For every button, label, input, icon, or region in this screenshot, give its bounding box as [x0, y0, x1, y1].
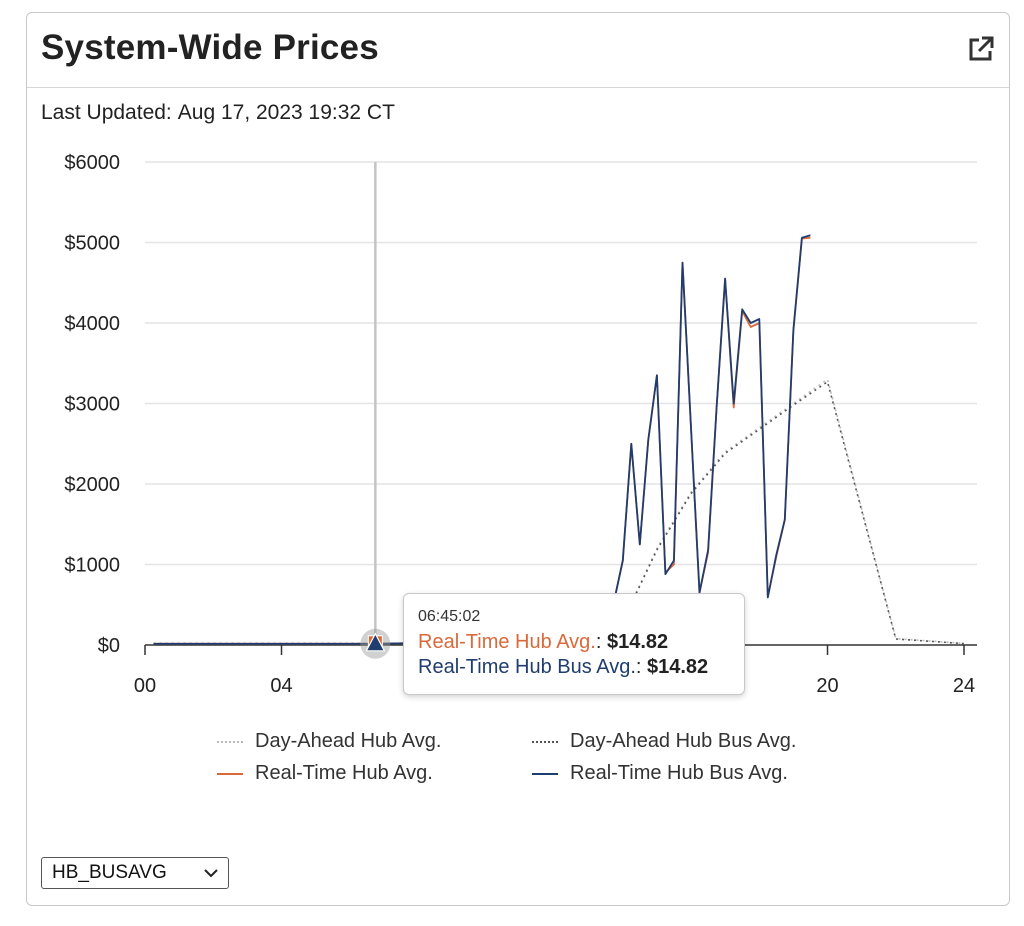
last-updated-label: Last Updated: — [41, 101, 172, 124]
legend-swatch — [217, 772, 243, 775]
legend-label: Day-Ahead Hub Bus Avg. — [570, 730, 797, 752]
y-tick-label: $1000 — [64, 555, 120, 577]
y-tick-label: $4000 — [64, 313, 120, 335]
tooltip-row-rt-hub: Real-Time Hub Avg.: $14.82 — [418, 631, 669, 653]
legend-item[interactable]: Real-Time Hub Avg. — [217, 762, 433, 785]
y-tick-label: $6000 — [64, 152, 120, 174]
y-tick-label: $2000 — [64, 474, 120, 496]
tooltip-series-value: $14.82 — [606, 631, 669, 653]
legend-swatch — [532, 740, 558, 743]
external-link-icon[interactable] — [967, 35, 995, 63]
chart-tooltip: 06:45:02 Real-Time Hub Avg.: $14.82 Real… — [403, 593, 745, 695]
tooltip-series-value: $14.82 — [647, 656, 709, 678]
legend-swatch — [532, 772, 558, 775]
legend-item[interactable]: Real-Time Hub Bus Avg. — [532, 762, 788, 785]
y-tick-label: $3000 — [64, 394, 120, 416]
x-tick-label: 00 — [134, 675, 156, 697]
hover-marker-rt-hub-bus — [365, 632, 386, 652]
tooltip-time: 06:45:02 — [418, 608, 481, 625]
hub-select[interactable]: HB_BUSAVG — [41, 857, 229, 889]
last-updated-value: Aug 17, 2023 19:32 CT — [177, 101, 395, 124]
hub-select-value: HB_BUSAVG — [52, 862, 167, 883]
price-chart: $0 $1000 $2000 $3000 $4000 $5000 $6000 00 04 20 24 — [64, 152, 977, 697]
card-header: System-Wide Prices — [27, 13, 1009, 88]
series-line-2 — [153, 236, 811, 645]
legend-label: Day-Ahead Hub Avg. — [255, 730, 442, 752]
last-updated: Last Updated: Aug 17, 2023 19:32 CT — [41, 101, 395, 125]
legend-item[interactable]: Day-Ahead Hub Bus Avg. — [532, 730, 796, 753]
legend-label: Real-Time Hub Avg. — [255, 762, 433, 784]
x-tick-label: 04 — [270, 675, 292, 697]
legend-item[interactable]: Day-Ahead Hub Avg. — [217, 730, 441, 753]
chevron-down-icon — [204, 868, 218, 877]
legend-swatch — [217, 740, 243, 743]
x-tick-label: 20 — [816, 675, 838, 697]
page-title: System-Wide Prices — [41, 28, 379, 67]
system-wide-prices-card: System-Wide Prices Last Updated: Aug 17, … — [26, 12, 1010, 906]
tooltip-series-name: Real-Time Hub Avg. — [418, 631, 596, 653]
y-tick-label: $5000 — [64, 233, 120, 255]
x-tick-label: 24 — [953, 675, 975, 697]
series-line-3 — [153, 234, 811, 645]
y-tick-label: $0 — [98, 635, 120, 657]
tooltip-row-rt-hub-bus: Real-Time Hub Bus Avg.: $14.82 — [418, 656, 709, 678]
tooltip-series-name: Real-Time Hub Bus Avg. — [418, 656, 636, 678]
legend-label: Real-Time Hub Bus Avg. — [570, 762, 788, 784]
